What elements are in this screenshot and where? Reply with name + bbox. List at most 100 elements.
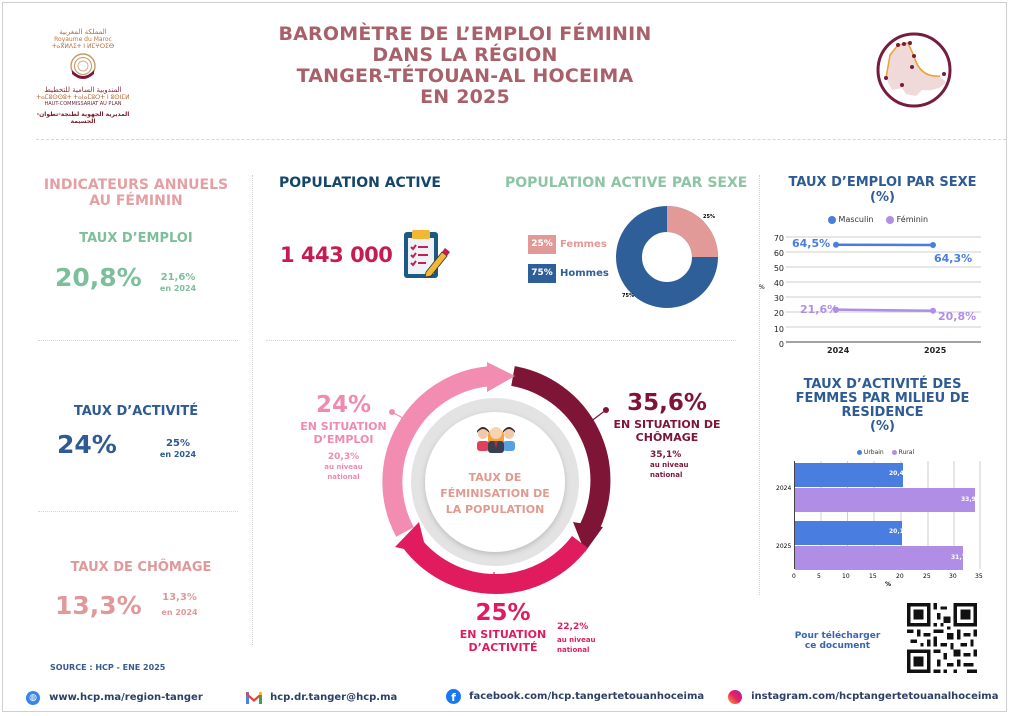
legend-urbain-dot-icon bbox=[857, 450, 862, 455]
logo-line-tif: ⵜⴰⴳⵍⴷⵉⵜ ⵏ ⵍⵎⵖⵔⵉⴱ bbox=[51, 43, 115, 50]
fem-chomage-national: 35,1% au niveau national bbox=[650, 450, 722, 480]
center-line-3: LA POPULATION bbox=[445, 503, 545, 516]
gmail-icon bbox=[246, 691, 262, 704]
logo-regional-ar: المديرية الجهوية لطنجة-تطوان-الحسيمة bbox=[36, 111, 130, 125]
emploi-sexe-line-chart bbox=[786, 236, 981, 343]
middle-divider bbox=[266, 340, 736, 341]
bar-category-2024: 2024 bbox=[776, 485, 792, 492]
x-tick: 35 bbox=[975, 573, 983, 580]
legend-masculin-label: Masculin bbox=[838, 215, 874, 224]
emploi-prev-year: en 2024 bbox=[159, 284, 197, 293]
label-f2025: 20,8% bbox=[938, 310, 977, 323]
region-map-icon bbox=[876, 32, 952, 108]
indicators-title: INDICATEURS ANNUELS AU FÉMININ bbox=[36, 177, 236, 209]
fem-chomage-national-value: 35,1% bbox=[650, 450, 682, 460]
title-line-4: EN 2025 bbox=[420, 86, 510, 108]
bar-label-r2024: 33,9 bbox=[961, 496, 976, 503]
footer-facebook[interactable]: f facebook.com/hcp.tangertetouanhoceima bbox=[446, 686, 704, 705]
legend-rural-dot-icon bbox=[891, 450, 897, 455]
y-tick: 0 bbox=[778, 339, 784, 349]
activite-milieu-title-line-2: FEMMES PAR MILIEU DE bbox=[795, 391, 970, 406]
bar-label-u2025: 20,1 bbox=[889, 528, 904, 535]
logo-org-fr: HAUT-COMMISSARIAT AU PLAN bbox=[44, 101, 122, 107]
footer-instagram[interactable]: instagram.com/hcptangertetouanalhoceima bbox=[728, 686, 998, 705]
population-sexe-legend: 25% Femmes 75% Hommes bbox=[528, 234, 609, 283]
fem-activite-value: 25% bbox=[475, 600, 531, 626]
center-line-2: FÉMINISATION DE bbox=[440, 487, 550, 500]
population-sexe-donut bbox=[616, 206, 718, 308]
footer-email[interactable]: hcp.dr.tanger@hcp.ma bbox=[246, 687, 397, 706]
title-line-2: DANS LA RÉGION bbox=[372, 44, 558, 66]
indicators-divider-2 bbox=[38, 511, 238, 512]
globe-icon: ◍ bbox=[26, 690, 40, 705]
x-tick: 5 bbox=[817, 573, 821, 580]
download-line-2: ce document bbox=[804, 641, 871, 651]
y-tick: 30 bbox=[773, 294, 784, 304]
website-link[interactable]: www.hcp.ma/region-tanger bbox=[49, 692, 203, 703]
legend-hommes-label: Hommes bbox=[560, 268, 609, 279]
legend-hommes-pct: 75% bbox=[528, 264, 556, 283]
y-tick: 10 bbox=[773, 324, 784, 334]
fem-activite: 25% EN SITUATION D’ACTIVITÉ bbox=[458, 600, 548, 654]
footer-website[interactable]: ◍ www.hcp.ma/region-tanger bbox=[26, 687, 203, 706]
page-title: BAROMÈTRE DE L’EMPLOI FÉMININ DANS LA RÉ… bbox=[265, 24, 665, 108]
y-tick: 70 bbox=[773, 234, 784, 243]
email-link[interactable]: hcp.dr.tanger@hcp.ma bbox=[270, 692, 398, 703]
qr-code[interactable] bbox=[907, 603, 977, 673]
chomage-prev-value: 13,3% bbox=[162, 592, 197, 603]
hcp-emblem-icon bbox=[70, 53, 96, 79]
activite-milieu-legend: Urbain Rural bbox=[857, 449, 914, 456]
activite-label: TAUX D’ACTIVITÉ bbox=[73, 404, 199, 419]
fem-emploi: 24% EN SITUATION D’EMPLOI 20,3% au nivea… bbox=[296, 392, 391, 482]
fem-activite-label: EN SITUATION D’ACTIVITÉ bbox=[458, 628, 548, 654]
bar-x-label: % bbox=[885, 581, 892, 588]
fem-emploi-label: EN SITUATION D’EMPLOI bbox=[296, 420, 391, 446]
emploi-sexe-legend: Masculin Féminin bbox=[828, 215, 928, 224]
x-tick: 30 bbox=[949, 573, 957, 580]
emploi-sexe-y-axis: 70 60 50 40 30 20 10 0 bbox=[770, 231, 784, 352]
legend-urbain-label: Urbain bbox=[863, 449, 884, 456]
instagram-icon bbox=[728, 689, 742, 704]
legend-rural-label: Rural bbox=[898, 449, 915, 456]
donut-label-femmes: 25% bbox=[703, 214, 715, 220]
emploi-label: TAUX D’EMPLOI bbox=[79, 231, 193, 246]
emploi-prev: 21,6% en 2024 bbox=[158, 272, 198, 294]
fem-emploi-national-value: 20,3% bbox=[327, 452, 360, 462]
population-active-value: 1 443 000 bbox=[280, 243, 393, 267]
y-tick: 40 bbox=[773, 279, 784, 289]
activite-prev-year: en 2024 bbox=[159, 450, 197, 459]
label-m2025: 64,3% bbox=[934, 252, 973, 265]
logo-org-tif: ⵜⴰⵎⵓⵙⵙⵓⵜ ⵜⴰⵏⴰⵎⵓⵔⵜ ⵏ ⵓⵙⵏⵎⵍ bbox=[36, 94, 130, 101]
download-text: Pour télécharger ce document bbox=[790, 631, 885, 651]
fem-emploi-label-2: D’EMPLOI bbox=[313, 433, 374, 446]
fem-chomage-label-1: EN SITUATION DE bbox=[613, 418, 721, 431]
activite-value: 24% bbox=[57, 430, 117, 459]
logo-org-ar: المندوبية السامية للتخطيط bbox=[44, 86, 122, 94]
fem-chomage-label: EN SITUATION DE CHÔMAGE bbox=[612, 418, 722, 444]
activite-milieu-title-line-4: (%) bbox=[870, 419, 895, 434]
activite-milieu-title-line-1: TAUX D’ACTIVITÉ DES bbox=[803, 377, 962, 392]
emploi-sexe-title-line-1: TAUX D’EMPLOI PAR SEXE bbox=[788, 175, 977, 190]
facebook-link[interactable]: facebook.com/hcp.tangertetouanhoceima bbox=[469, 691, 705, 702]
legend-feminin-dot-icon bbox=[886, 215, 895, 224]
instagram-link[interactable]: instagram.com/hcptangertetouanalhoceima bbox=[751, 691, 999, 702]
fem-chomage-national-line-1: au niveau bbox=[650, 461, 689, 469]
title-line-1: BAROMÈTRE DE L’EMPLOI FÉMININ bbox=[278, 23, 652, 45]
right-column-divider bbox=[759, 175, 760, 595]
hcp-logo: المملكة المغربية Royaume du Maroc ⵜⴰⴳⵍⴷⵉ… bbox=[28, 28, 138, 125]
left-column-divider bbox=[252, 175, 253, 645]
x-tick: 20 bbox=[896, 573, 904, 580]
chomage-prev: 13,3% en 2024 bbox=[157, 592, 202, 618]
fem-activite-national: 22,2% au niveau national bbox=[557, 622, 596, 655]
x-tick: 10 bbox=[842, 573, 850, 580]
y-tick: 60 bbox=[773, 249, 784, 259]
emploi-prev-value: 21,6% bbox=[160, 272, 196, 283]
fem-chomage: 35,6% EN SITUATION DE CHÔMAGE 35,1% au n… bbox=[612, 390, 722, 480]
center-line-1: TAUX DE bbox=[468, 471, 522, 484]
logo-line-fr: Royaume du Maroc bbox=[54, 36, 112, 43]
header-divider bbox=[36, 139, 1006, 140]
fem-activite-label-2: D’ACTIVITÉ bbox=[468, 641, 538, 654]
legend-masculin-dot-icon bbox=[828, 215, 836, 224]
population-active-title: POPULATION ACTIVE bbox=[279, 175, 441, 191]
